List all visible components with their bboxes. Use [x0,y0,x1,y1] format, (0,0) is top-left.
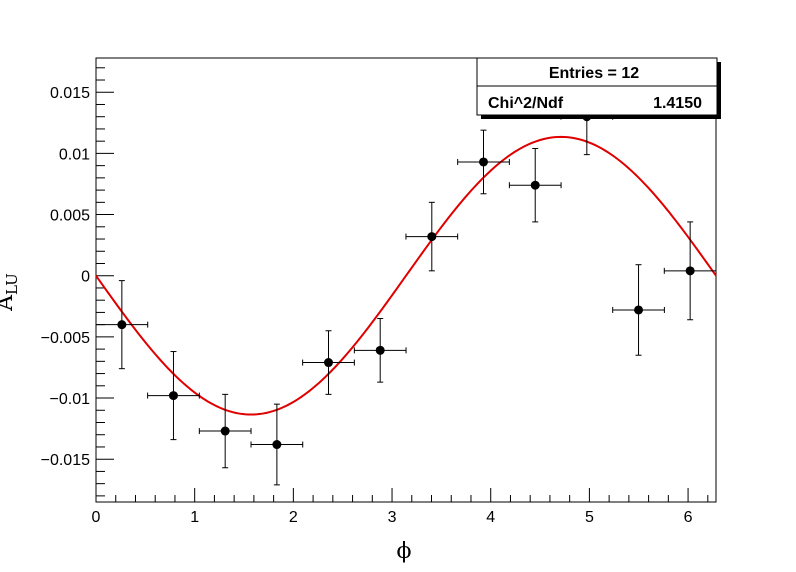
data-point [353,318,407,383]
data-point [147,351,200,441]
data-marker [479,157,489,167]
stats-chi2-label: Chi^2/Ndf [488,95,564,112]
x-axis-title: ϕ [397,539,412,564]
stats-chi2-value: 1.4150 [653,95,702,112]
fit-curve-layer [95,135,717,416]
data-point [405,201,459,272]
data-marker [685,266,695,276]
data-point [612,264,665,356]
data-point [663,221,717,321]
x-tick-label: 5 [585,509,594,526]
x-tick-label: 0 [92,509,101,526]
x-tick-label: 2 [289,509,298,526]
y-axis-title-main: A [0,294,18,312]
data-marker [272,440,282,450]
data-point [508,148,562,223]
data-point [302,330,355,395]
data-marker [375,345,385,355]
x-axis: 0 1 2 3 4 5 6 [92,488,709,526]
y-tick-label: 0.015 [50,85,90,102]
y-tick-label: −0.01 [50,391,91,408]
data-point [457,129,510,195]
data-marker [220,426,230,436]
y-tick-label: 0.005 [50,208,90,225]
x-tick-label: 6 [684,509,693,526]
data-marker [530,180,540,190]
data-marker [323,358,333,368]
data-marker [168,391,178,401]
fit-curve [95,135,717,416]
data-marker [117,320,127,330]
y-axis-title-sub: LU [3,273,21,295]
y-tick-label: −0.015 [41,452,90,469]
data-point [198,393,252,469]
x-tick-label: 4 [486,509,495,526]
y-axis-title: ALU [0,273,21,312]
data-marker [634,305,644,315]
svg-text:ALU: ALU [0,273,21,312]
plot-area-border [95,57,717,503]
y-tick-label: −0.005 [41,330,90,347]
y-tick-label: 0 [81,269,90,286]
x-tick-label: 1 [190,509,199,526]
y-axis: −0.015 −0.01 −0.005 0 0.005 0.01 0.015 [41,67,114,497]
data-points [95,78,717,486]
plot-frame [95,57,717,503]
data-point [95,280,149,370]
y-tick-label: 0.01 [59,146,90,163]
stats-entries: Entries = 12 [549,65,639,82]
x-tick-label: 3 [388,509,397,526]
data-marker [427,232,437,242]
stats-box: Entries = 12 Chi^2/Ndf 1.4150 [476,57,721,119]
data-point [250,403,304,486]
